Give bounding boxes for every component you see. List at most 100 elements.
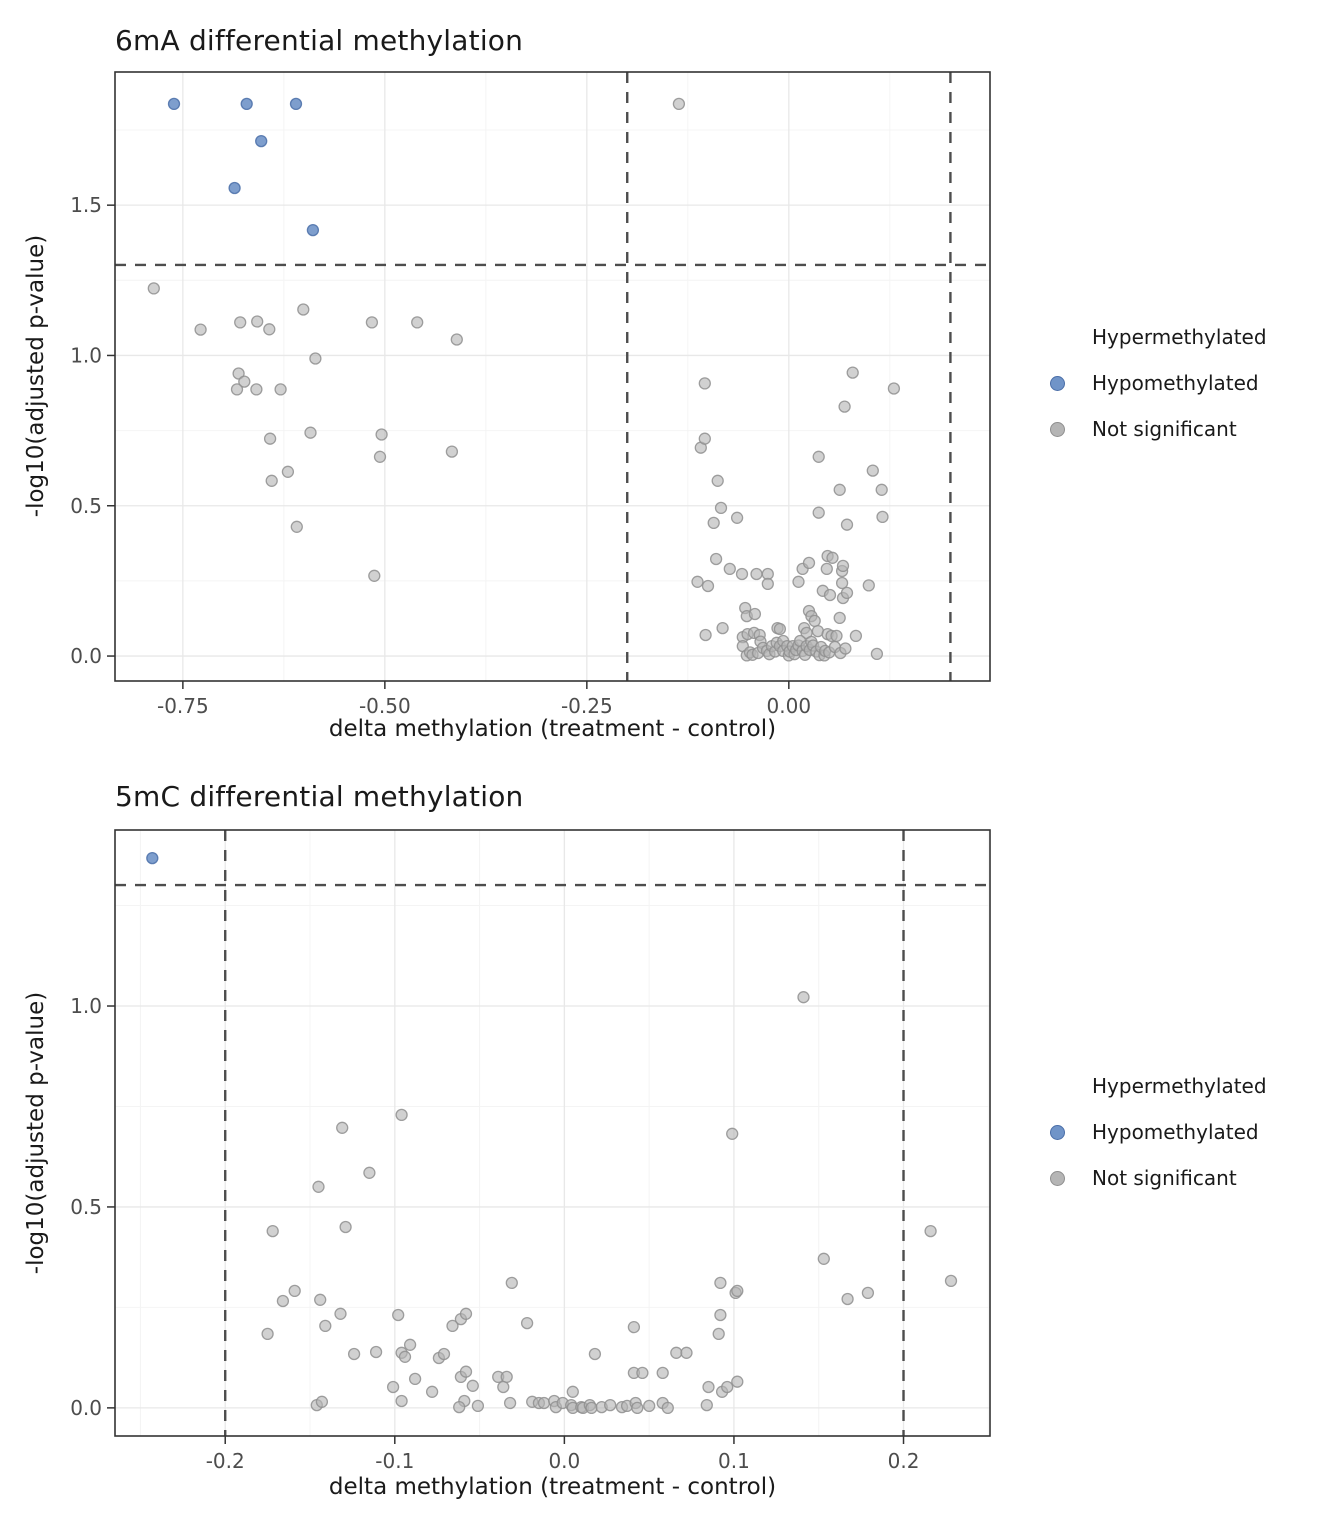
data-point [707,516,720,530]
data-point [230,383,244,396]
data-point [731,1375,744,1388]
data-point [714,1308,727,1322]
data-point [375,428,388,441]
x-tick-label: 0.00 [767,694,812,718]
data-point [812,506,825,519]
panel-6ma: -0.75 -0.50 -0.25 0.00 0.0 0.5 1.0 1.5 [70,71,991,718]
x-tick-label: -0.50 [359,694,411,718]
legend-6ma: Hypermethylated Hypomethylated Not signi… [1050,314,1267,452]
x-tick-label: -0.25 [561,694,613,718]
data-point [276,1294,290,1308]
panel-5mc: -0.2 -0.1 0.0 0.1 0.2 0.0 0.5 1.0 [70,829,991,1473]
panel-border [114,71,991,682]
data-point [699,628,712,642]
series-hypomethylated [167,97,320,237]
data-point [395,1108,408,1122]
data-point [234,316,247,329]
plot-title-6ma: 6mA differential methylation [115,24,524,57]
legend-label-hypermethylated: Hypermethylated [1092,1074,1267,1098]
data-point [453,1400,466,1414]
y-tick-label: 1.0 [70,343,102,367]
data-point [520,1316,534,1330]
data-point [261,1327,274,1341]
data-point [672,97,686,111]
data-point [459,1307,473,1320]
data-point [146,851,159,865]
x-tick-label: 0.1 [718,1449,750,1473]
data-point [643,1399,656,1413]
data-point [566,1385,579,1398]
data-point [712,1327,725,1341]
data-point [833,483,846,496]
data-point [750,567,763,581]
data-point [398,1350,412,1363]
data-point [297,303,310,316]
data-point [274,383,287,396]
data-point [505,1276,518,1290]
data-point [265,474,278,487]
data-point [263,432,277,445]
data-point [846,366,859,379]
data-point [761,577,774,591]
data-point [314,1293,327,1306]
data-point [797,991,810,1004]
y-tick-label: 0.0 [70,644,102,668]
data-point [862,579,875,592]
legend-key-hypermethylated [1050,330,1065,345]
data-point [721,1380,734,1394]
data-point [363,1166,376,1179]
data-point [497,1380,510,1394]
data-point [369,1345,383,1359]
y-tick-label: 1.5 [70,193,102,217]
data-point [500,1370,513,1384]
legend-item-hypomethylated: Hypomethylated [1050,1109,1267,1155]
data-point [250,383,263,396]
data-point [466,1379,479,1392]
data-point [368,569,381,582]
data-point [228,181,241,195]
data-point [459,1365,473,1378]
x-axis-label-6ma: delta methylation (treatment - control) [328,716,777,742]
data-point [631,1401,644,1415]
legend-item-not-significant: Not significant [1050,1155,1267,1201]
data-point [839,642,852,655]
data-point [365,316,379,329]
data-point [876,510,889,524]
data-point [723,562,736,576]
data-point [238,375,251,388]
legend-key-not-significant [1050,1170,1065,1186]
series-not-significant [147,97,901,662]
data-point [835,576,849,590]
data-point [251,315,264,328]
data-point [735,567,749,581]
data-point [627,1320,641,1334]
data-point [315,1395,329,1408]
data-point [716,621,729,635]
x-tick-label: -0.2 [206,1449,245,1473]
data-point [812,450,825,463]
data-point [450,333,463,346]
y-tick-label: 0.5 [70,494,102,518]
data-point [826,551,839,564]
y-tick-label: 0.5 [70,1195,102,1219]
legend-label-hypomethylated: Hypomethylated [1092,1120,1259,1144]
y-axis-label-6ma: -log10(adjusted p-value) [23,234,49,518]
data-point [446,1319,459,1333]
data-point [701,579,715,593]
data-point [670,1346,683,1359]
data-point [773,622,787,636]
data-point [838,400,851,413]
data-point [792,575,805,588]
data-point [347,1347,361,1361]
data-point [870,647,884,661]
panel-border [114,829,991,1437]
data-point [817,1252,830,1265]
data-point [503,1396,517,1410]
data-point [255,134,268,148]
data-point [585,1401,598,1415]
data-point [437,1347,451,1361]
data-point [336,1121,349,1134]
data-point [698,377,711,390]
